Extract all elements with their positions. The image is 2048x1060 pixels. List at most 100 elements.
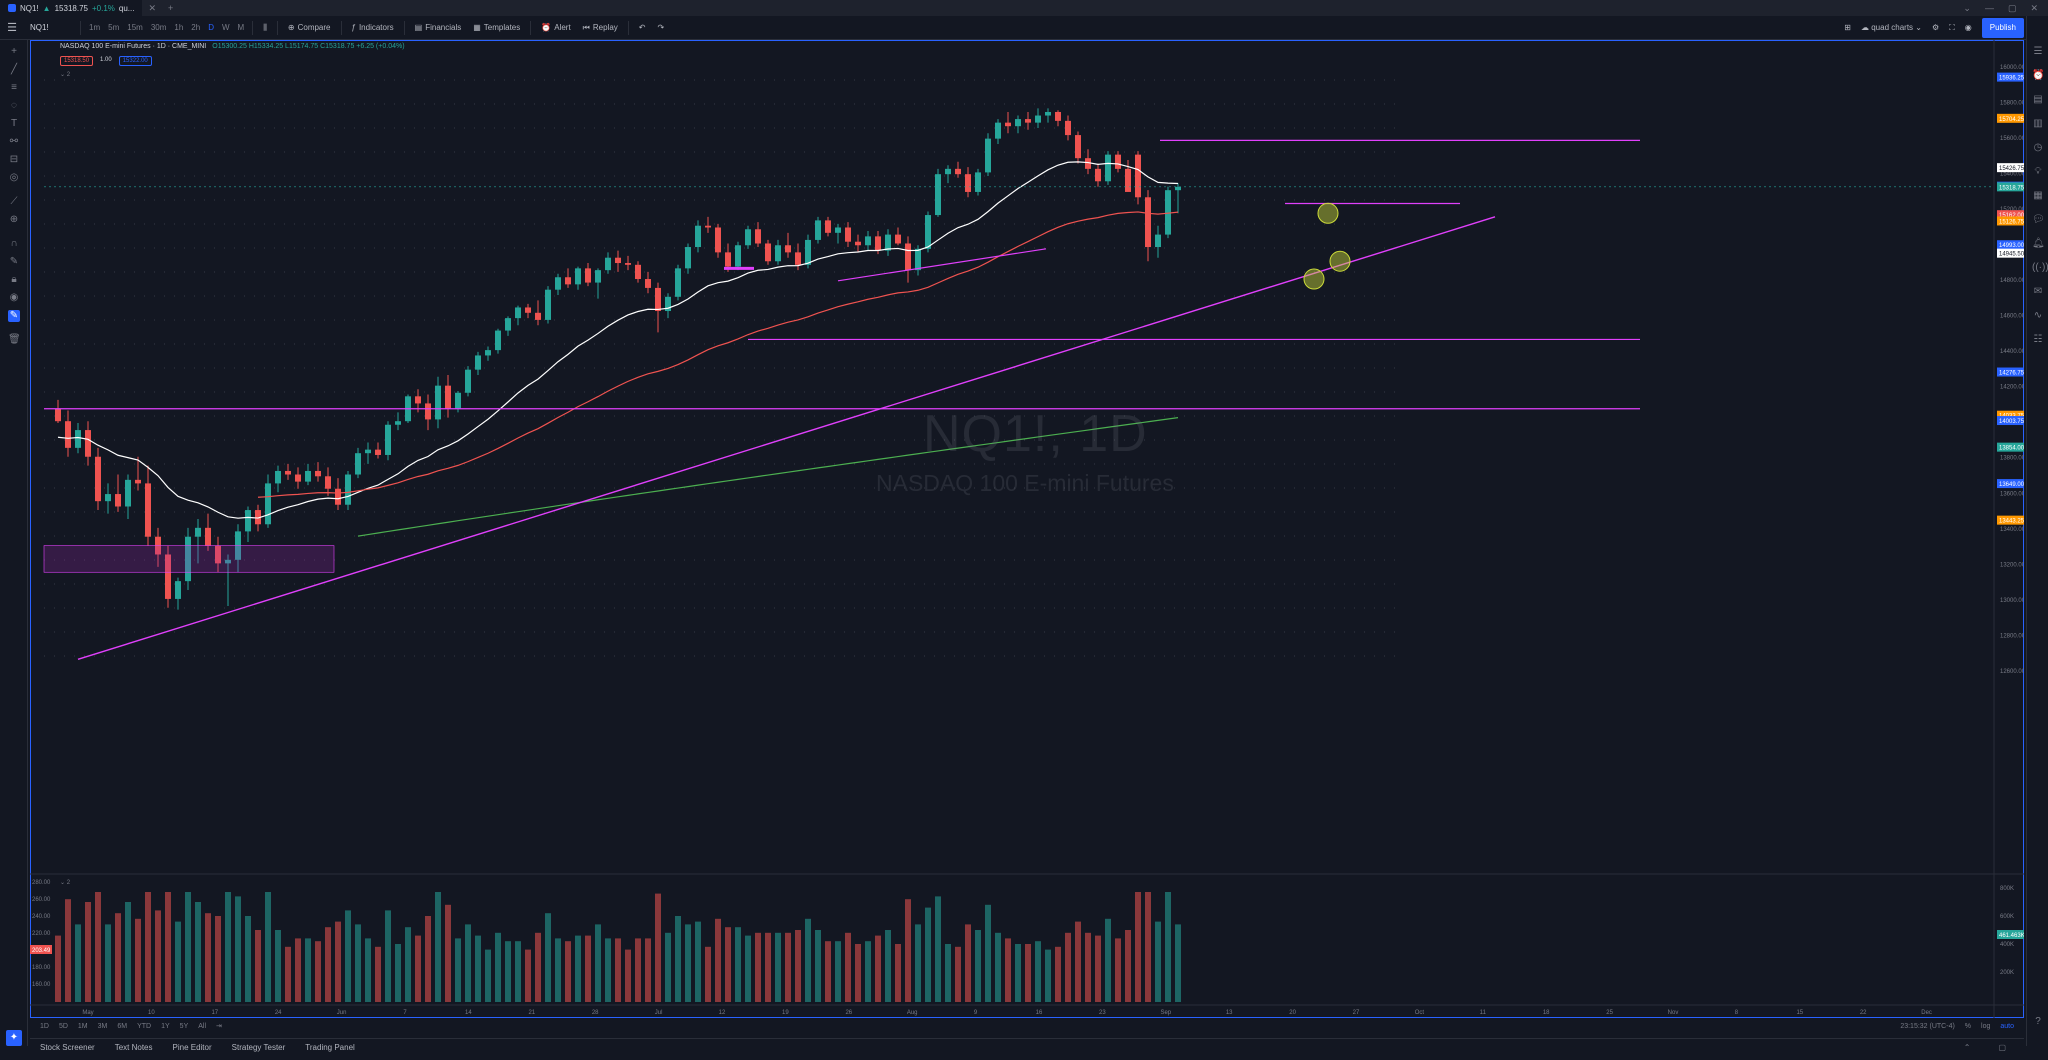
measure-icon[interactable]: ⊟ [9,154,19,165]
volume-pane-toggle[interactable]: ⌄ 2 [60,880,71,886]
tab-text-notes[interactable]: Text Notes [114,1043,153,1052]
buy-button[interactable]: 15322.00 [118,56,152,66]
candle-body [555,277,561,290]
tab-close-icon[interactable]: ✕ [148,2,156,13]
range-1Y[interactable]: 1Y [161,1022,170,1030]
chart-tab[interactable]: NQ1! ▲ 15318.75 +0.1% qu... [0,0,143,16]
eye-icon[interactable]: ◎ [9,172,19,183]
signal-icon[interactable]: ((·)) [2032,262,2048,273]
timeframe-30m[interactable]: 30m [150,23,167,32]
calendar-icon[interactable]: ◷ [2033,142,2043,153]
range-5D[interactable]: 5D [58,1022,68,1030]
compare-button[interactable]: ⊕ Compare [282,23,337,32]
replay-button[interactable]: ⏮ Replay [577,23,624,33]
undo-button[interactable]: ↶ [633,23,652,32]
percent-toggle[interactable]: % [1964,1022,1972,1030]
settings-gear-icon[interactable]: ⚙ [1931,23,1940,32]
price-chart[interactable]: 280.00260.00240.00220.00200.00180.00160.… [30,40,2024,1018]
chart-pulse-icon[interactable]: ∿ [2033,310,2043,321]
favorites-icon[interactable]: ✎ [8,310,20,322]
watchlist-icon[interactable]: ☰ [2033,46,2043,57]
prediction-icon[interactable]: ⚯ [9,136,19,147]
candle-body [945,168,951,175]
timeframe-15m[interactable]: 15m [127,23,143,32]
range-3M[interactable]: 3M [97,1022,108,1030]
hotlist-icon[interactable]: ▥ [2033,118,2043,129]
camera-icon[interactable]: ◉ [1964,23,1972,32]
price-badge-label: 15126.75 [1999,219,2024,225]
pattern-icon[interactable]: ◌ [11,100,17,111]
redo-button[interactable]: ↷ [651,23,670,32]
fullscreen-icon[interactable]: ⛶ [1949,22,1955,32]
hide-icon[interactable]: ◉ [9,292,19,303]
candle-body [915,248,921,271]
tab-strategy-tester[interactable]: Strategy Tester [231,1043,286,1052]
timeframe-5m[interactable]: 5m [108,23,120,32]
tab-pine-editor[interactable]: Pine Editor [172,1043,212,1052]
chart-type-button[interactable]: ⫼ [257,23,273,33]
text-tool-icon[interactable]: T [10,118,18,129]
help-icon[interactable]: ? [2035,1016,2041,1027]
log-toggle[interactable]: log [1981,1022,1991,1030]
range-1M[interactable]: 1M [77,1022,88,1030]
range-All[interactable]: All [198,1022,207,1030]
data-window-icon[interactable]: ▤ [2033,94,2043,105]
timeframe-1h[interactable]: 1h [174,23,184,32]
volume-bar [365,938,371,1002]
clock[interactable]: 23:15:32 (UTC-4) [1900,1022,1955,1030]
timeframe-W[interactable]: W [221,23,230,32]
new-tab-icon[interactable]: + [168,3,174,13]
publish-button[interactable]: Publish [1981,17,2024,38]
zoom-icon[interactable]: ⊕ [9,214,19,225]
auto-toggle[interactable]: auto [2000,1022,2014,1030]
streams-icon[interactable]: ▦ [2033,190,2043,201]
trash-icon[interactable]: 🗑︎ [8,334,21,345]
timeframe-M[interactable]: M [237,23,245,32]
legend-title[interactable]: NASDAQ 100 E-mini Futures · 1D · CME_MIN… [60,43,207,50]
timeframe-2h[interactable]: 2h [191,23,201,32]
range-5Y[interactable]: 5Y [179,1022,189,1030]
magnet-icon[interactable]: ∩ [10,238,18,249]
timeframe-D[interactable]: D [208,23,214,32]
layout-grid-icon[interactable]: ⊞ [1844,23,1851,32]
symbol-search[interactable]: NQ1! [30,23,49,32]
price-tick-label: 16000.00 [2000,65,2024,71]
collapse-panel-icon[interactable]: ⌃ [1963,1043,1971,1052]
maximize-icon[interactable]: ▢ [2007,2,2017,13]
tradingview-logo-icon[interactable]: ✦ [6,1030,22,1046]
lock-drawing-icon[interactable]: ✎ [9,256,19,267]
close-window-icon[interactable]: ✕ [2030,2,2038,13]
sell-button[interactable]: 15318.50 [60,56,94,66]
crosshair-icon[interactable]: + [11,46,17,57]
indicators-toggle[interactable]: ⌄ 2 [60,72,71,78]
chevron-down-icon[interactable]: ⌄ [1963,2,1971,13]
indicators-button[interactable]: ƒ Indicators [346,23,400,32]
candle-body [795,252,801,265]
maximize-panel-icon[interactable]: ▢ [1998,1043,2006,1052]
templates-button[interactable]: ▦ Templates [467,23,526,32]
minimize-icon[interactable]: — [1984,2,1994,13]
lock-icon[interactable]: 🔒︎ [11,274,17,285]
horizontal-lines-icon[interactable]: ≡ [11,82,17,93]
main-menu-icon[interactable]: ☰ [7,22,17,34]
range-6M[interactable]: 6M [117,1022,128,1030]
candle-series [55,108,1181,610]
list-icon[interactable]: ☷ [2033,334,2043,345]
layout-name-button[interactable]: ☁ quad charts ⌄ [1861,23,1922,32]
goto-date-icon[interactable]: ⇥ [216,1023,222,1030]
price-tick-label: 15800.00 [2000,100,2024,106]
messages-icon[interactable]: ✉ [2033,286,2043,297]
chat-icon[interactable]: 💬︎ [2032,214,2045,225]
ruler-icon[interactable]: ⟋ [10,196,18,207]
range-YTD[interactable]: YTD [137,1022,152,1030]
tab-stock-screener[interactable]: Stock Screener [40,1043,95,1052]
ideas-icon[interactable]: 💡︎ [2034,166,2042,177]
alerts-icon[interactable]: ⏰ [2032,70,2045,81]
financials-button[interactable]: ▤ Financials [409,23,468,32]
tab-trading-panel[interactable]: Trading Panel [305,1043,355,1052]
range-1D[interactable]: 1D [40,1022,49,1030]
notifications-icon[interactable]: 🔔︎ [2032,238,2045,249]
trend-line-icon[interactable]: ╱ [10,64,18,75]
timeframe-1m[interactable]: 1m [89,23,101,32]
alert-button[interactable]: ⏰ Alert [535,23,576,32]
